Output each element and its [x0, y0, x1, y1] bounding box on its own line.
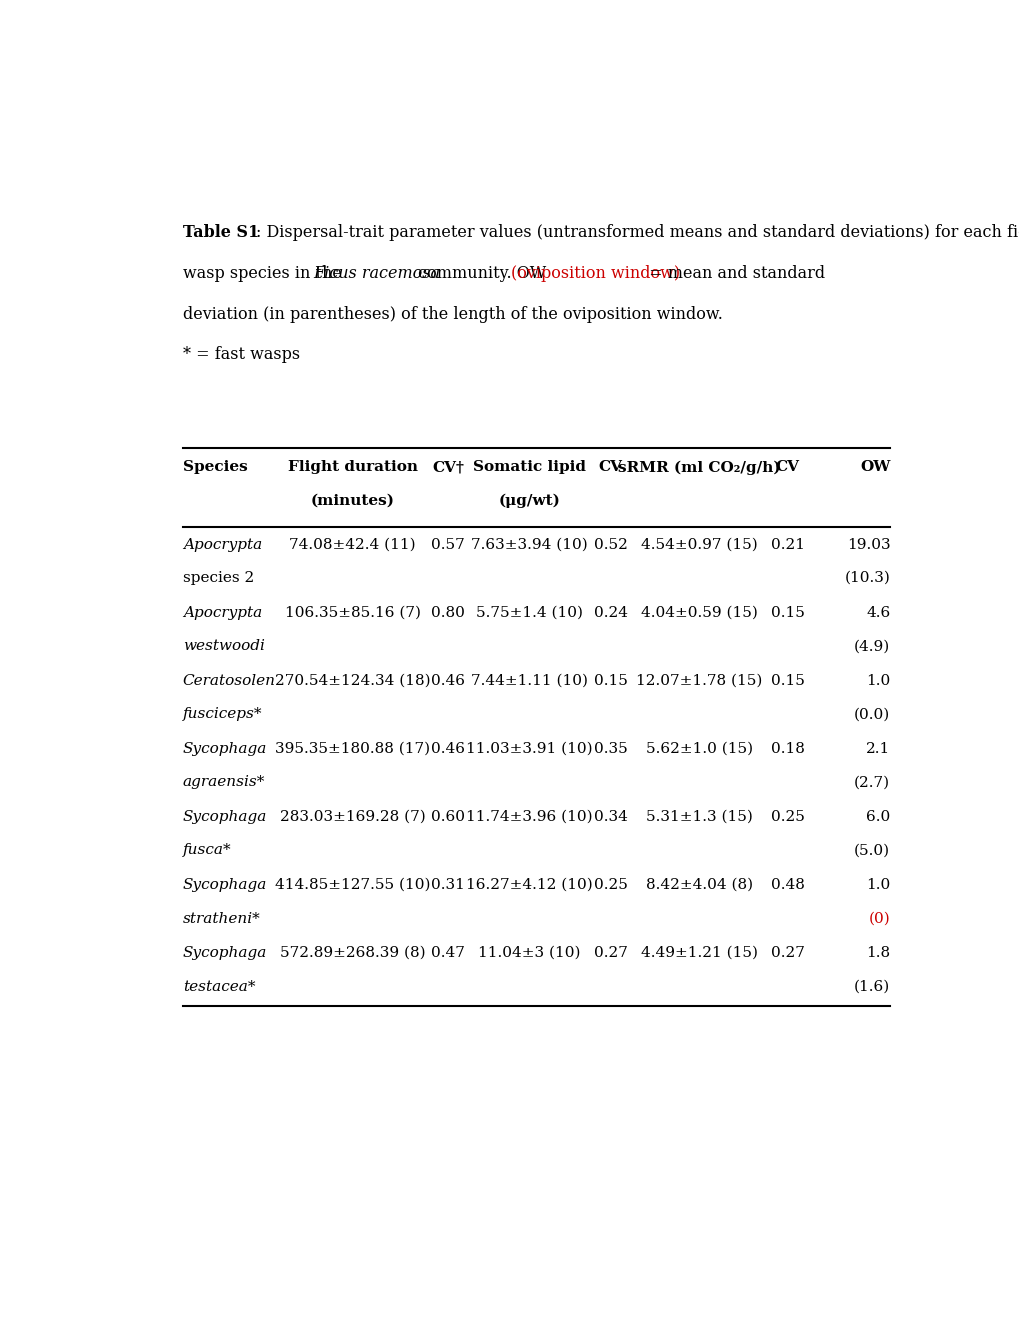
Text: 0.80: 0.80 [431, 606, 465, 619]
Text: 74.08±42.4 (11): 74.08±42.4 (11) [289, 537, 416, 552]
Text: 4.54±0.97 (15): 4.54±0.97 (15) [640, 537, 757, 552]
Text: Apocrypta: Apocrypta [182, 606, 262, 619]
Text: 0.35: 0.35 [593, 742, 627, 756]
Text: (minutes): (minutes) [311, 494, 394, 508]
Text: fusciceps*: fusciceps* [182, 708, 262, 721]
Text: 8.42±4.04 (8): 8.42±4.04 (8) [645, 878, 752, 892]
Text: (2.7): (2.7) [853, 775, 890, 789]
Text: 0.48: 0.48 [770, 878, 804, 892]
Text: (0.0): (0.0) [853, 708, 890, 721]
Text: CV: CV [598, 461, 623, 474]
Text: 0.47: 0.47 [431, 946, 465, 960]
Text: wasp species in the: wasp species in the [182, 265, 346, 282]
Text: 11.03±3.91 (10): 11.03±3.91 (10) [466, 742, 592, 756]
Text: Flight duration: Flight duration [287, 461, 417, 474]
Text: Somatic lipid: Somatic lipid [473, 461, 586, 474]
Text: (1.6): (1.6) [853, 979, 890, 994]
Text: deviation (in parentheses) of the length of the oviposition window.: deviation (in parentheses) of the length… [182, 306, 722, 323]
Text: 7.44±1.11 (10): 7.44±1.11 (10) [471, 673, 587, 688]
Text: 0.57: 0.57 [431, 537, 465, 552]
Text: agraensis*: agraensis* [182, 775, 265, 789]
Text: fusca*: fusca* [182, 843, 231, 858]
Text: Sycophaga: Sycophaga [182, 878, 267, 892]
Text: CV†: CV† [432, 461, 464, 474]
Text: 4.49±1.21 (15): 4.49±1.21 (15) [640, 946, 757, 960]
Text: 19.03: 19.03 [846, 537, 890, 552]
Text: 0.52: 0.52 [593, 537, 627, 552]
Text: 0.60: 0.60 [431, 810, 465, 824]
Text: 0.15: 0.15 [770, 606, 804, 619]
Text: stratheni*: stratheni* [182, 912, 260, 925]
Text: 0.25: 0.25 [593, 878, 627, 892]
Text: : Dispersal-trait parameter values (untransformed means and standard deviations): : Dispersal-trait parameter values (untr… [256, 224, 1019, 242]
Text: 5.75±1.4 (10): 5.75±1.4 (10) [476, 606, 583, 619]
Text: 4.6: 4.6 [865, 606, 890, 619]
Text: 11.04±3 (10): 11.04±3 (10) [478, 946, 580, 960]
Text: OW: OW [859, 461, 890, 474]
Text: 395.35±180.88 (17): 395.35±180.88 (17) [275, 742, 430, 756]
Text: 1.0: 1.0 [865, 673, 890, 688]
Text: westwoodi: westwoodi [182, 639, 265, 653]
Text: 1.0: 1.0 [865, 878, 890, 892]
Text: 16.27±4.12 (10): 16.27±4.12 (10) [466, 878, 592, 892]
Text: testacea*: testacea* [182, 979, 255, 994]
Text: 270.54±124.34 (18): 270.54±124.34 (18) [274, 673, 430, 688]
Text: 0.21: 0.21 [770, 537, 804, 552]
Text: 0.15: 0.15 [770, 673, 804, 688]
Text: Ficus racemosa: Ficus racemosa [313, 265, 440, 282]
Text: 0.25: 0.25 [770, 810, 804, 824]
Text: 7.63±3.94 (10): 7.63±3.94 (10) [471, 537, 587, 552]
Text: (5.0): (5.0) [853, 843, 890, 858]
Text: 0.27: 0.27 [593, 946, 627, 960]
Text: 0.27: 0.27 [770, 946, 804, 960]
Text: (10.3): (10.3) [844, 572, 890, 585]
Text: 0.15: 0.15 [593, 673, 627, 688]
Text: Ceratosolen: Ceratosolen [182, 673, 275, 688]
Text: = mean and standard: = mean and standard [644, 265, 824, 282]
Text: 4.04±0.59 (15): 4.04±0.59 (15) [640, 606, 757, 619]
Text: (μg/wt): (μg/wt) [498, 494, 559, 508]
Text: * = fast wasps: * = fast wasps [182, 346, 300, 363]
Text: 5.62±1.0 (15): 5.62±1.0 (15) [645, 742, 752, 756]
Text: Table S1: Table S1 [182, 224, 259, 242]
Text: 572.89±268.39 (8): 572.89±268.39 (8) [279, 946, 425, 960]
Text: Species: Species [182, 461, 248, 474]
Text: species 2: species 2 [182, 572, 254, 585]
Text: 5.31±1.3 (15): 5.31±1.3 (15) [645, 810, 752, 824]
Text: 11.74±3.96 (10): 11.74±3.96 (10) [466, 810, 592, 824]
Text: Apocrypta: Apocrypta [182, 537, 262, 552]
Text: 2.1: 2.1 [865, 742, 890, 756]
Text: 6.0: 6.0 [865, 810, 890, 824]
Text: Sycophaga: Sycophaga [182, 946, 267, 960]
Text: CV: CV [775, 461, 799, 474]
Text: 283.03±169.28 (7): 283.03±169.28 (7) [279, 810, 425, 824]
Text: Sycophaga: Sycophaga [182, 742, 267, 756]
Text: 0.46: 0.46 [431, 673, 465, 688]
Text: (oviposition window): (oviposition window) [511, 265, 680, 282]
Text: sRMR (ml CO₂/g/h): sRMR (ml CO₂/g/h) [618, 461, 780, 475]
Text: 106.35±85.16 (7): 106.35±85.16 (7) [284, 606, 420, 619]
Text: 1.8: 1.8 [865, 946, 890, 960]
Text: community. OW: community. OW [413, 265, 550, 282]
Text: 0.46: 0.46 [431, 742, 465, 756]
Text: Sycophaga: Sycophaga [182, 810, 267, 824]
Text: (0): (0) [868, 912, 890, 925]
Text: 0.34: 0.34 [593, 810, 627, 824]
Text: 12.07±1.78 (15): 12.07±1.78 (15) [636, 673, 762, 688]
Text: 0.31: 0.31 [431, 878, 465, 892]
Text: 0.24: 0.24 [593, 606, 628, 619]
Text: 414.85±127.55 (10): 414.85±127.55 (10) [274, 878, 430, 892]
Text: 0.18: 0.18 [770, 742, 804, 756]
Text: (4.9): (4.9) [853, 639, 890, 653]
